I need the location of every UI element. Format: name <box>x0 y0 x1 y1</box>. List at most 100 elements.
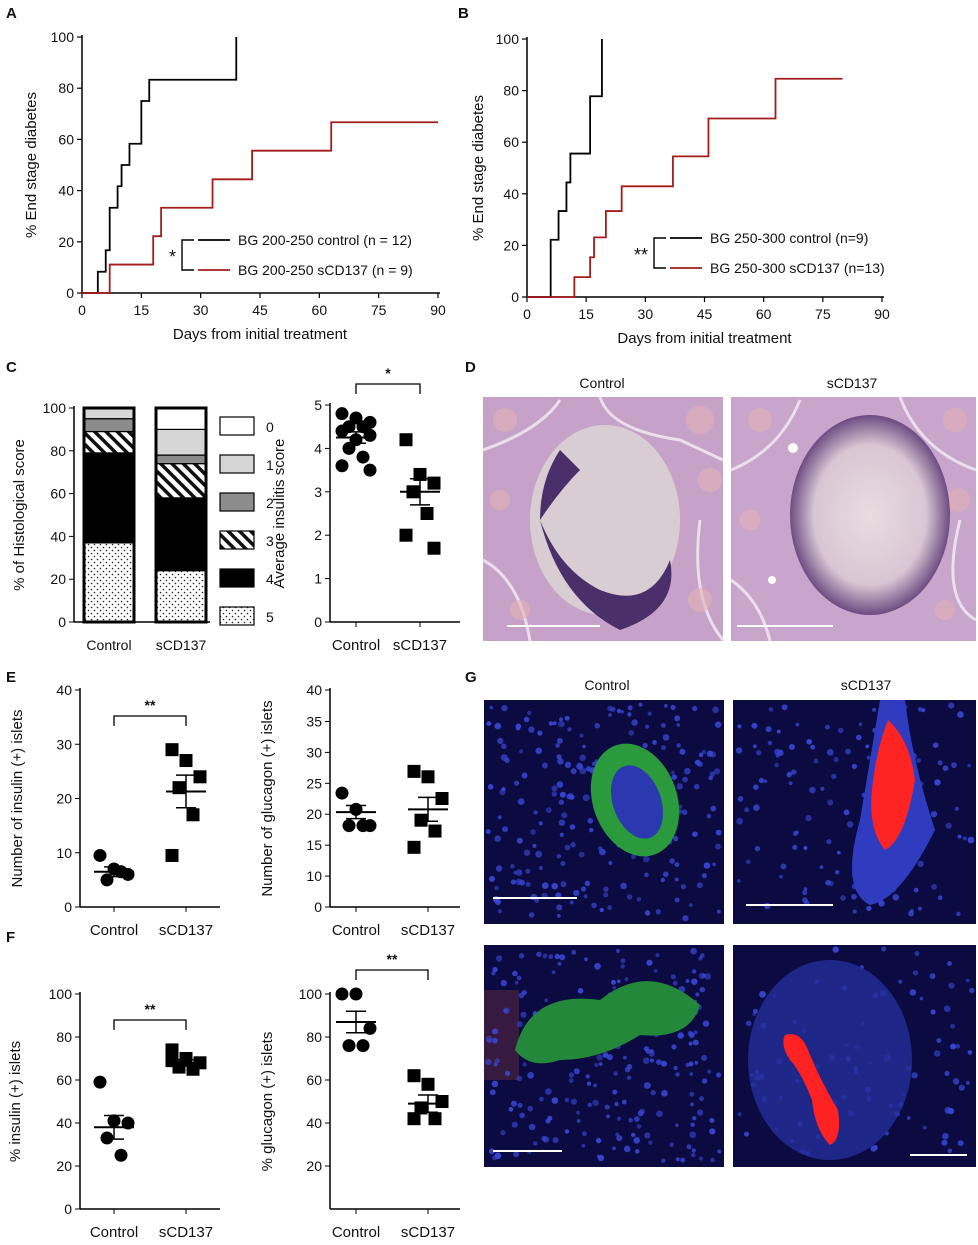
nucleus-dot <box>805 814 812 822</box>
nucleus-dot <box>965 1081 970 1085</box>
chart-e-glucagon-islets: 0 10 15 20 25 30 35 40 Number of glucagon (+) is… <box>259 682 460 939</box>
nucleus-dot <box>950 1023 955 1029</box>
data-point <box>399 433 413 447</box>
data-point <box>349 411 363 425</box>
y-tick-label: 0 <box>66 285 74 301</box>
nucleus-dot <box>624 977 629 982</box>
data-point <box>165 848 179 862</box>
y-tick-label: 80 <box>306 1029 322 1045</box>
nucleus-dot <box>560 861 566 867</box>
nucleus-dot <box>576 762 583 770</box>
bar-segment <box>155 428 207 456</box>
y-tick-label: 60 <box>58 131 74 147</box>
data-point <box>427 541 441 555</box>
nucleus-dot <box>781 704 788 711</box>
significance-bracket <box>113 715 187 726</box>
nucleus-dot <box>535 850 543 858</box>
nucleus-dot <box>637 1110 644 1117</box>
nucleus-dot <box>519 749 524 754</box>
x-tick-label: 45 <box>252 302 268 318</box>
nucleus-dot <box>803 887 808 891</box>
data-point <box>399 528 413 542</box>
panel-letter-d: D <box>465 359 476 376</box>
nucleus-dot <box>516 1075 523 1082</box>
survival-line <box>82 121 438 294</box>
legend-swatch <box>219 416 255 436</box>
nucleus-dot <box>541 882 549 889</box>
data-point <box>414 813 428 827</box>
legend-swatch <box>219 454 255 474</box>
y-tick-label: 40 <box>503 186 519 202</box>
nucleus-dot <box>541 762 548 769</box>
nucleus-dot <box>564 844 571 851</box>
y-tick-label: 80 <box>503 83 519 99</box>
y-tick-label: 4 <box>314 440 322 456</box>
bar-segment <box>83 418 135 433</box>
nucleus-dot <box>664 704 668 708</box>
nucleus-dot <box>702 1020 710 1027</box>
nucleus-dot <box>774 762 779 768</box>
if-nuclei-scatter <box>485 702 722 922</box>
nucleus-dot <box>693 783 700 790</box>
nucleus-dot <box>555 743 560 748</box>
nucleus-dot <box>840 895 846 901</box>
nucleus-dot <box>809 786 816 794</box>
y-axis-label: Number of insulin (+) islets <box>9 710 26 888</box>
if-image-scd137-bottom <box>733 945 976 1167</box>
nucleus-dot <box>699 986 706 993</box>
y-tick-label: 20 <box>58 234 74 250</box>
nucleus-dot <box>604 1104 610 1110</box>
x-tick-label: sCD137 <box>156 637 207 653</box>
nucleus-dot <box>686 1144 692 1150</box>
panel-letter-e: E <box>6 669 16 686</box>
nucleus-dot <box>881 946 887 952</box>
nucleus-dot <box>827 799 834 806</box>
nucleus-dot <box>768 707 774 712</box>
nucleus-dot <box>688 1041 693 1046</box>
nucleus-dot <box>623 1055 627 1060</box>
chart-a-survival: 0 20 40 60 80 100 0 15 30 45 60 75 90 Days from initi… <box>23 29 446 343</box>
nucleus-dot <box>519 1112 525 1119</box>
nucleus-dot <box>715 829 722 836</box>
nucleus-dot <box>558 720 565 728</box>
bar-outline <box>82 406 136 624</box>
nucleus-dot <box>593 1083 597 1088</box>
nucleus-dot <box>594 723 600 729</box>
y-tick-label: 100 <box>51 29 75 45</box>
bar-segment <box>83 430 135 454</box>
nucleus-dot <box>695 992 700 997</box>
nucleus-dot <box>846 821 854 828</box>
y-axis-label: Average insulitis score <box>271 439 288 589</box>
nucleus-dot <box>559 717 563 722</box>
nucleus-dot <box>603 892 609 898</box>
nucleus-dot <box>660 722 666 728</box>
nucleus-dot <box>616 708 622 714</box>
nucleus-dot <box>636 1124 642 1129</box>
nucleus-dot <box>892 894 899 901</box>
y-tick-label: 100 <box>43 400 67 416</box>
nucleus-dot <box>620 709 624 714</box>
x-tick-label: Control <box>332 1224 380 1241</box>
bar-segment <box>83 542 135 623</box>
nucleus-dot <box>735 747 743 754</box>
nucleus-dot <box>851 893 857 900</box>
nucleus-dot <box>599 907 604 913</box>
nucleus-dot <box>518 953 525 959</box>
data-point <box>100 1131 114 1145</box>
y-tick-label: 15 <box>306 837 322 853</box>
legend-label: BG 250-300 sCD137 (n=13) <box>710 260 885 276</box>
nucleus-dot <box>612 1089 618 1095</box>
nucleus-dot <box>580 886 587 892</box>
data-point <box>435 1095 449 1108</box>
panel-letter-c: C <box>6 359 17 376</box>
nucleus-dot <box>624 1066 631 1073</box>
nucleus-dot <box>545 1118 551 1124</box>
nucleus-dot <box>567 727 572 732</box>
y-tick-label: 10 <box>306 868 322 884</box>
nucleus-dot <box>644 1132 651 1139</box>
y-tick-label: 25 <box>306 775 322 791</box>
nucleus-dot <box>950 1043 956 1050</box>
nucleus-dot <box>827 749 834 756</box>
nucleus-dot <box>958 1084 965 1091</box>
significance-marker: * <box>385 365 391 381</box>
